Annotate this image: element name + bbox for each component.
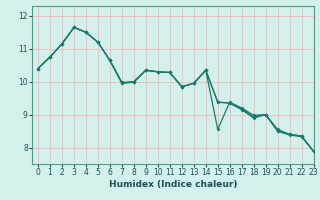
X-axis label: Humidex (Indice chaleur): Humidex (Indice chaleur) — [108, 180, 237, 189]
